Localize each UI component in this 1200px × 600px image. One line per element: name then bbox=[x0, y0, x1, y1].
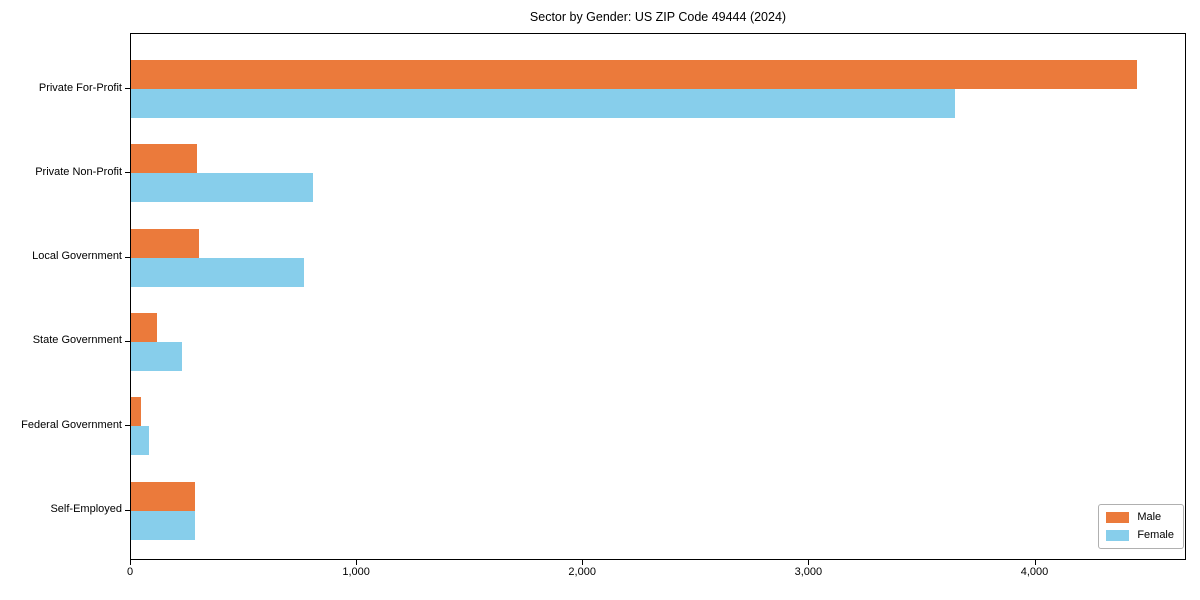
y-axis-label: Federal Government bbox=[21, 418, 122, 431]
x-tick-label: 3,000 bbox=[794, 566, 823, 578]
y-axis-label: Private Non-Profit bbox=[35, 165, 122, 178]
legend-item-female: Female bbox=[1106, 529, 1174, 542]
bar-female-1 bbox=[131, 89, 955, 118]
bar-female-5 bbox=[131, 426, 150, 456]
y-tick-mark bbox=[125, 172, 130, 174]
bar-male-4 bbox=[131, 312, 157, 342]
y-axis-label: Local Government bbox=[32, 250, 122, 263]
y-axis-label: State Government bbox=[32, 334, 122, 347]
x-tick-mark bbox=[1034, 560, 1036, 565]
bar-female-4 bbox=[131, 341, 183, 371]
legend-swatch-male bbox=[1106, 512, 1130, 523]
y-tick-mark bbox=[125, 256, 130, 258]
y-tick-mark bbox=[125, 425, 130, 427]
legend-label: Male bbox=[1137, 511, 1162, 523]
bar-male-3 bbox=[131, 228, 200, 258]
x-tick-label: 1,000 bbox=[342, 566, 370, 578]
y-tick-mark bbox=[125, 509, 130, 511]
bar-female-3 bbox=[131, 257, 304, 287]
y-tick-mark bbox=[125, 340, 130, 342]
legend: Male Female bbox=[1098, 504, 1184, 549]
bar-female-6 bbox=[131, 510, 195, 540]
y-axis-label: Private For-Profit bbox=[38, 81, 122, 94]
legend-label: Female bbox=[1137, 529, 1174, 541]
bar-female-2 bbox=[131, 173, 313, 203]
y-tick-mark bbox=[125, 88, 130, 89]
bar-male-5 bbox=[131, 397, 141, 427]
legend-item-male: Male bbox=[1106, 511, 1174, 524]
y-axis-label: Self-Employed bbox=[50, 503, 122, 515]
x-tick-mark bbox=[356, 560, 358, 565]
x-tick-label: 0 bbox=[126, 566, 134, 578]
plot-area bbox=[130, 33, 1186, 560]
x-tick-mark bbox=[130, 560, 131, 565]
x-tick-label: 4,000 bbox=[1020, 566, 1049, 578]
chart-title: Sector by Gender: US ZIP Code 49444 (202… bbox=[529, 10, 787, 24]
bar-male-6 bbox=[131, 481, 195, 511]
bar-male-1 bbox=[131, 60, 1137, 89]
x-tick-mark bbox=[582, 560, 584, 565]
x-tick-label: 2,000 bbox=[568, 566, 596, 578]
bar-male-2 bbox=[131, 144, 197, 174]
legend-swatch-female bbox=[1106, 530, 1130, 541]
x-tick-mark bbox=[808, 560, 810, 565]
